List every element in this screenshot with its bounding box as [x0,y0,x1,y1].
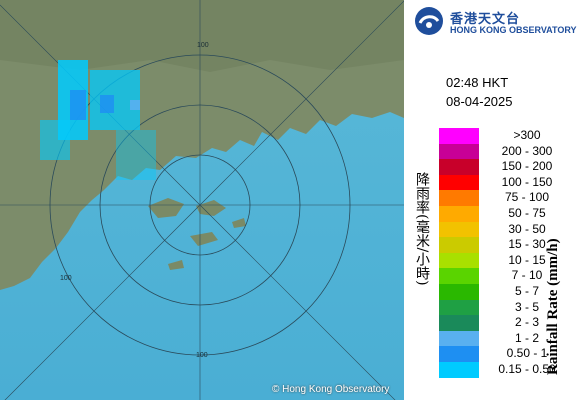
legend-swatch [439,143,479,160]
legend-label: 75 - 100 [504,190,550,205]
logo-name-cn: 香港天文台 [450,12,521,27]
hko-logo: 香港天文台 HONG KONG OBSERVATORY [412,6,577,40]
legend-swatch [439,221,479,238]
legend-label: 15 - 30 [508,237,546,252]
legend-label: 200 - 300 [501,143,553,158]
legend-row: 10 - 15 [439,252,574,269]
legend-row: 7 - 10 [439,268,574,284]
legend-label: 7 - 10 [511,268,543,283]
legend-row: 30 - 50 [439,221,574,238]
island-small [168,260,184,270]
legend-label: 3 - 5 [514,299,539,314]
lantau-island [148,198,184,218]
legend-swatch [439,299,479,316]
legend-label: >300 [513,128,541,142]
legend-row: 100 - 150 [439,174,574,191]
rain-echoes [40,60,156,180]
range-label: 100 [60,275,72,282]
legend-swatch [439,362,479,378]
legend-label: 2 - 3 [514,315,539,330]
legend-label: 30 - 50 [508,221,546,236]
legend-swatch [439,315,479,331]
legend-swatch [439,159,479,175]
lamma-island [190,232,218,246]
legend-row: 15 - 30 [439,237,574,253]
legend-axis-label-en: Rainfall Rate (mm/h) [545,238,561,375]
logo-name-en: HONG KONG OBSERVATORY [450,25,577,35]
radar-map-canvas: 100 100 100 [0,0,404,400]
legend-label: 100 - 150 [501,174,553,189]
hong-kong-island [196,200,226,216]
legend-row: >300 [439,128,574,144]
copyright-text: © Hong Kong Observatory [272,384,390,395]
hko-emblem-icon [415,7,443,35]
legend-row: 0.50 - 1 [439,346,574,362]
legend-swatch [439,268,479,284]
legend-row: 3 - 5 [439,299,574,316]
legend-label: 10 - 15 [508,252,546,267]
legend-row: 0.15 - 0.50 [439,362,574,378]
legend-swatch [439,190,479,206]
legend-label: 0.50 - 1 [506,346,548,361]
legend-row: 150 - 200 [439,159,574,175]
legend-swatch [439,252,479,269]
radar-map: 100 100 100 © Hong Kong Observatory [0,0,404,400]
legend-label: 5 - 7 [514,284,539,298]
legend-row: 2 - 3 [439,315,574,331]
time-label: 02:48 HKT [446,75,509,90]
legend-row: 200 - 300 [439,143,574,160]
mountain-shade [0,0,404,72]
legend-swatch [439,174,479,191]
legend-axis-label-cn: 降雨率(毫米/小時) [414,172,430,286]
legend-swatch [439,128,479,144]
legend-label: 0.15 - 0.50 [498,362,556,376]
legend-label: 150 - 200 [501,159,553,174]
range-label: 100 [196,352,208,359]
legend-row: 1 - 2 [439,330,574,347]
date-label: 08-04-2025 [446,94,513,109]
legend-swatch [439,346,479,362]
legend-swatch [439,237,479,253]
legend-row: 50 - 75 [439,206,574,222]
legend-row: 5 - 7 [439,284,574,300]
legend-swatch [439,284,479,300]
legend-label: 50 - 75 [508,206,546,220]
legend-swatch [439,206,479,222]
info-panel: 香港天文台 HONG KONG OBSERVATORY 02:48 HKT 08… [404,0,577,400]
island-small [232,218,246,228]
range-label: 100 [197,42,209,49]
legend-label: 1 - 2 [514,330,539,345]
legend-swatch [439,330,479,347]
legend-row: 75 - 100 [439,190,574,206]
